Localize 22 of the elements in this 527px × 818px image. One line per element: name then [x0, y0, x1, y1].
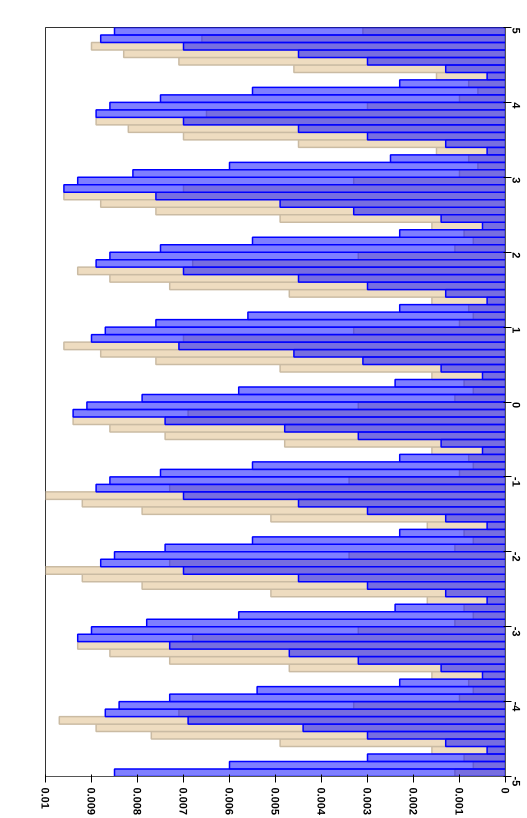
x-tick-label: 0.008	[130, 788, 142, 816]
x-tick-label: 0.002	[406, 788, 418, 816]
y-tick-label: 0	[510, 402, 522, 408]
y-tick-label: 5	[510, 28, 522, 34]
y-tick-label: 4	[510, 102, 522, 110]
x-tick-label: 0	[498, 788, 510, 794]
y-tick-label: 2	[510, 252, 522, 258]
x-tick-label: 0.004	[314, 788, 326, 816]
x-tick-label: 0.003	[360, 788, 372, 816]
y-tick-label: -4	[510, 702, 522, 712]
y-tick-label: -5	[510, 776, 522, 786]
y-tick-label: 1	[510, 327, 522, 334]
x-tick-label: 0.006	[222, 788, 234, 816]
x-tick-label: 0.001	[452, 788, 464, 816]
x-tick-label: 0.007	[176, 788, 188, 816]
y-tick-label: -1	[510, 476, 522, 487]
x-tick-label: 0.009	[84, 788, 96, 816]
y-tick-label: -2	[510, 552, 522, 562]
x-tick-label: 0.01	[38, 788, 50, 809]
x-tick-label: 0.005	[268, 788, 280, 816]
y-tick-label: 3	[510, 177, 522, 184]
y-tick-label: -3	[510, 626, 522, 636]
